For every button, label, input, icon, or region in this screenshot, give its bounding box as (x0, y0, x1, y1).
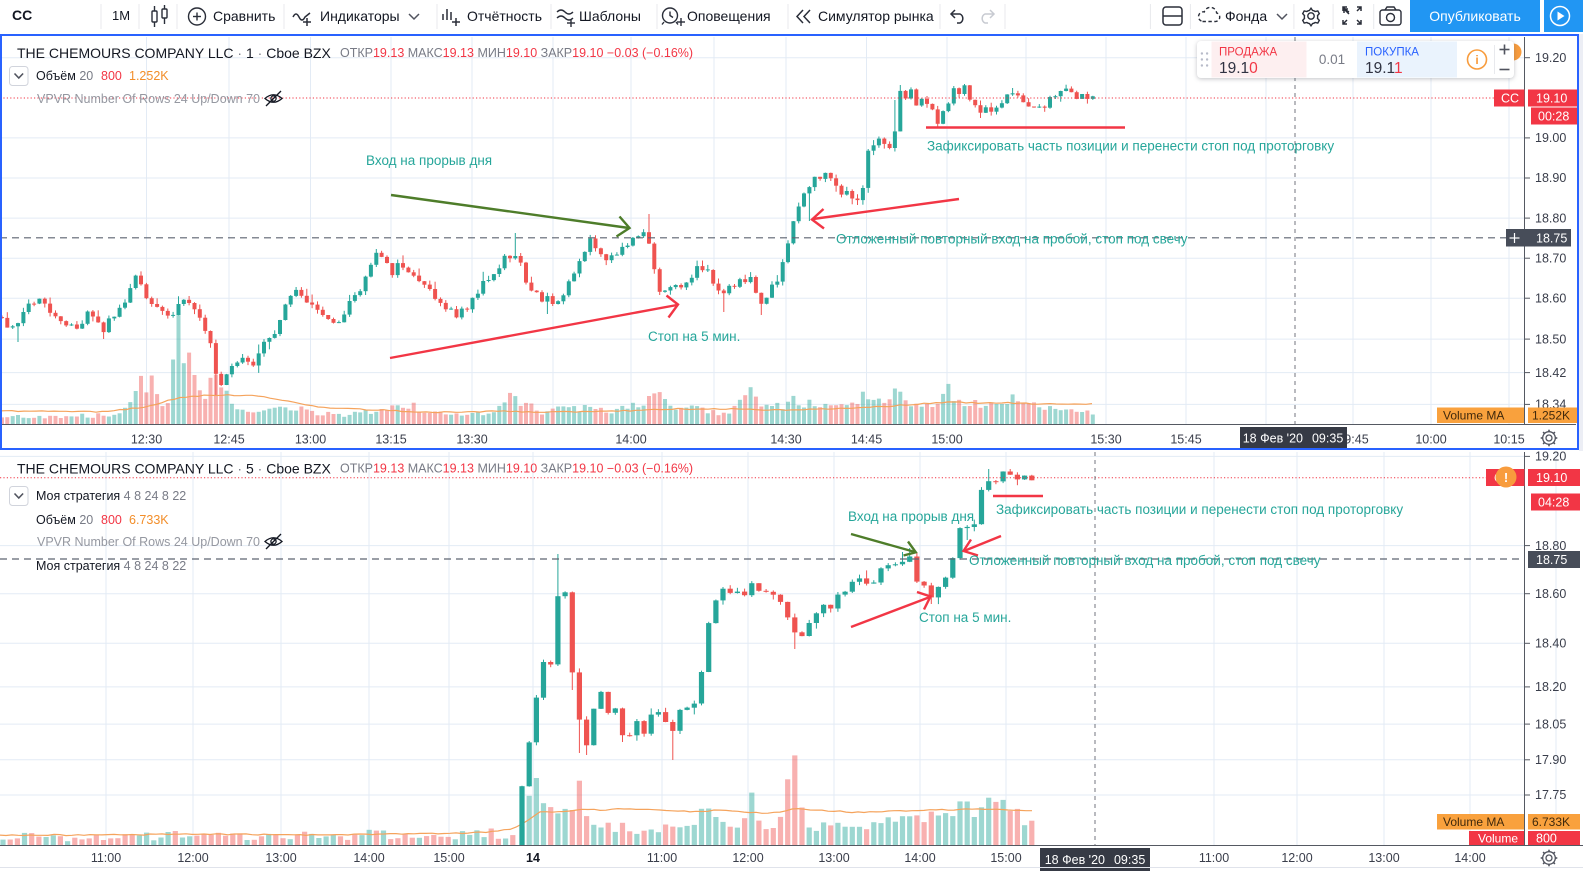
svg-text:THE CHEMOURS COMPANY LLC · 5 ·: THE CHEMOURS COMPANY LLC · 5 · Cboe BZX (17, 461, 331, 477)
svg-text:19.20: 19.20 (1535, 51, 1566, 65)
svg-text:18.50: 18.50 (1535, 332, 1566, 346)
svg-text:0.01: 0.01 (1319, 52, 1345, 67)
svg-text:Фонда: Фонда (1225, 8, 1267, 24)
svg-text:Шаблоны: Шаблоны (579, 8, 641, 24)
svg-text:Volume: Volume (1478, 832, 1518, 846)
svg-text:15:30: 15:30 (1090, 433, 1121, 447)
svg-text:18.70: 18.70 (1535, 251, 1566, 265)
svg-text:Зафиксировать часть позиции и: Зафиксировать часть позиции и перенести … (927, 139, 1334, 154)
svg-text:6.733K: 6.733K (1532, 815, 1570, 829)
svg-text:11:00: 11:00 (91, 851, 121, 865)
svg-text:Оповещения: Оповещения (687, 8, 771, 24)
svg-text:ОТКР19.13 МАКС19.13 МИН19.10 З: ОТКР19.13 МАКС19.13 МИН19.10 ЗАКР19.10 −… (340, 46, 693, 60)
svg-text:14: 14 (526, 851, 540, 865)
svg-text:Volume MA: Volume MA (1443, 815, 1504, 829)
svg-text:18.40: 18.40 (1535, 637, 1566, 651)
svg-text:13:00: 13:00 (818, 851, 849, 865)
svg-text:15:45: 15:45 (1170, 433, 1201, 447)
svg-text:17.75: 17.75 (1535, 788, 1566, 802)
svg-text:1M: 1M (112, 8, 130, 23)
svg-text:11:00: 11:00 (647, 851, 677, 865)
svg-text:15:00: 15:00 (433, 851, 464, 865)
svg-text:14:00: 14:00 (615, 433, 646, 447)
svg-text:10:00: 10:00 (1415, 433, 1446, 447)
svg-text:19.10: 19.10 (1536, 471, 1567, 485)
svg-text:18.75: 18.75 (1536, 231, 1567, 245)
svg-text:12:45: 12:45 (213, 433, 244, 447)
svg-text:13:00: 13:00 (1368, 851, 1399, 865)
svg-text:Вход на прорыв дня: Вход на прорыв дня (366, 153, 492, 168)
svg-text:14:30: 14:30 (770, 433, 801, 447)
svg-text:ПРОДАЖА: ПРОДАЖА (1219, 47, 1277, 59)
svg-text:17.90: 17.90 (1535, 753, 1566, 767)
svg-text:13:30: 13:30 (456, 433, 487, 447)
svg-text:19.10: 19.10 (1219, 60, 1258, 77)
svg-text:10:15: 10:15 (1493, 433, 1524, 447)
svg-text:00:28: 00:28 (1538, 109, 1569, 123)
svg-text:04:28: 04:28 (1538, 495, 1569, 509)
svg-text:18.60: 18.60 (1535, 291, 1566, 305)
svg-text:Зафиксировать часть позиции и: Зафиксировать часть позиции и перенести … (996, 502, 1403, 517)
svg-text:14:00: 14:00 (904, 851, 935, 865)
svg-text:Отложенный повторный вход на п: Отложенный повторный вход на пробой, сто… (836, 232, 1188, 247)
svg-text:12:00: 12:00 (1281, 851, 1312, 865)
svg-text:18.05: 18.05 (1535, 717, 1566, 731)
svg-text:!: ! (1504, 470, 1508, 485)
svg-text:THE CHEMOURS COMPANY LLC · 1 ·: THE CHEMOURS COMPANY LLC · 1 · Cboe BZX (17, 45, 331, 61)
svg-text:ПОКУПКА: ПОКУПКА (1365, 47, 1419, 59)
svg-text:11:00: 11:00 (1199, 851, 1229, 865)
svg-text:CC: CC (12, 7, 32, 23)
svg-text:18.20: 18.20 (1535, 680, 1566, 694)
svg-text:14:00: 14:00 (1454, 851, 1485, 865)
svg-text:19.20: 19.20 (1535, 450, 1566, 464)
svg-text:VPVR Number Of Rows 24 Up/Down: VPVR Number Of Rows 24 Up/Down 70 (37, 535, 260, 549)
svg-text:14:45: 14:45 (851, 433, 882, 447)
svg-text:13:15: 13:15 (375, 433, 406, 447)
svg-text:13:00: 13:00 (265, 851, 296, 865)
svg-text:Моя стратегия 4 8 24 8 22: Моя стратегия 4 8 24 8 22 (36, 559, 186, 573)
svg-text:12:00: 12:00 (177, 851, 208, 865)
svg-text:19.00: 19.00 (1535, 131, 1566, 145)
svg-text:800: 800 (1536, 832, 1557, 846)
svg-text:12:00: 12:00 (732, 851, 763, 865)
svg-text:15:00: 15:00 (931, 433, 962, 447)
svg-text:1.252K: 1.252K (1532, 409, 1570, 423)
svg-text:Сравнить: Сравнить (213, 8, 275, 24)
svg-text:Стоп на 5 мин.: Стоп на 5 мин. (919, 610, 1011, 625)
svg-text:19.11: 19.11 (1365, 60, 1403, 77)
svg-text:VPVR Number Of Rows 24 Up/Down: VPVR Number Of Rows 24 Up/Down 70 (37, 92, 260, 106)
svg-text:19.10: 19.10 (1536, 91, 1567, 105)
svg-text:Отчётность: Отчётность (467, 8, 542, 24)
svg-text:Моя стратегия 4 8 24 8 22: Моя стратегия 4 8 24 8 22 (36, 489, 186, 503)
svg-text:i: i (1475, 53, 1478, 67)
svg-text:Индикаторы: Индикаторы (320, 8, 400, 24)
svg-text:15:00: 15:00 (990, 851, 1021, 865)
svg-text:ОТКР19.13 МАКС19.13 МИН19.10 З: ОТКР19.13 МАКС19.13 МИН19.10 ЗАКР19.10 −… (340, 462, 693, 476)
svg-text:18.80: 18.80 (1535, 539, 1566, 553)
svg-text:Вход на прорыв дня: Вход на прорыв дня (848, 509, 974, 524)
svg-text:CC: CC (1501, 91, 1519, 105)
svg-text:13:00: 13:00 (295, 433, 326, 447)
svg-text:Стоп на 5 мин.: Стоп на 5 мин. (648, 329, 740, 344)
svg-text:Volume MA: Volume MA (1443, 409, 1504, 423)
svg-text:14:00: 14:00 (353, 851, 384, 865)
svg-text:18.75: 18.75 (1536, 553, 1567, 567)
svg-text:Симулятор рынка: Симулятор рынка (818, 8, 934, 24)
svg-text:18.90: 18.90 (1535, 171, 1566, 185)
svg-text:12:30: 12:30 (131, 433, 162, 447)
svg-text:18.60: 18.60 (1535, 587, 1566, 601)
svg-text:18.42: 18.42 (1535, 366, 1566, 380)
svg-text:Отложенный повторный вход на п: Отложенный повторный вход на пробой, сто… (969, 553, 1321, 568)
svg-text:18.80: 18.80 (1535, 211, 1566, 225)
